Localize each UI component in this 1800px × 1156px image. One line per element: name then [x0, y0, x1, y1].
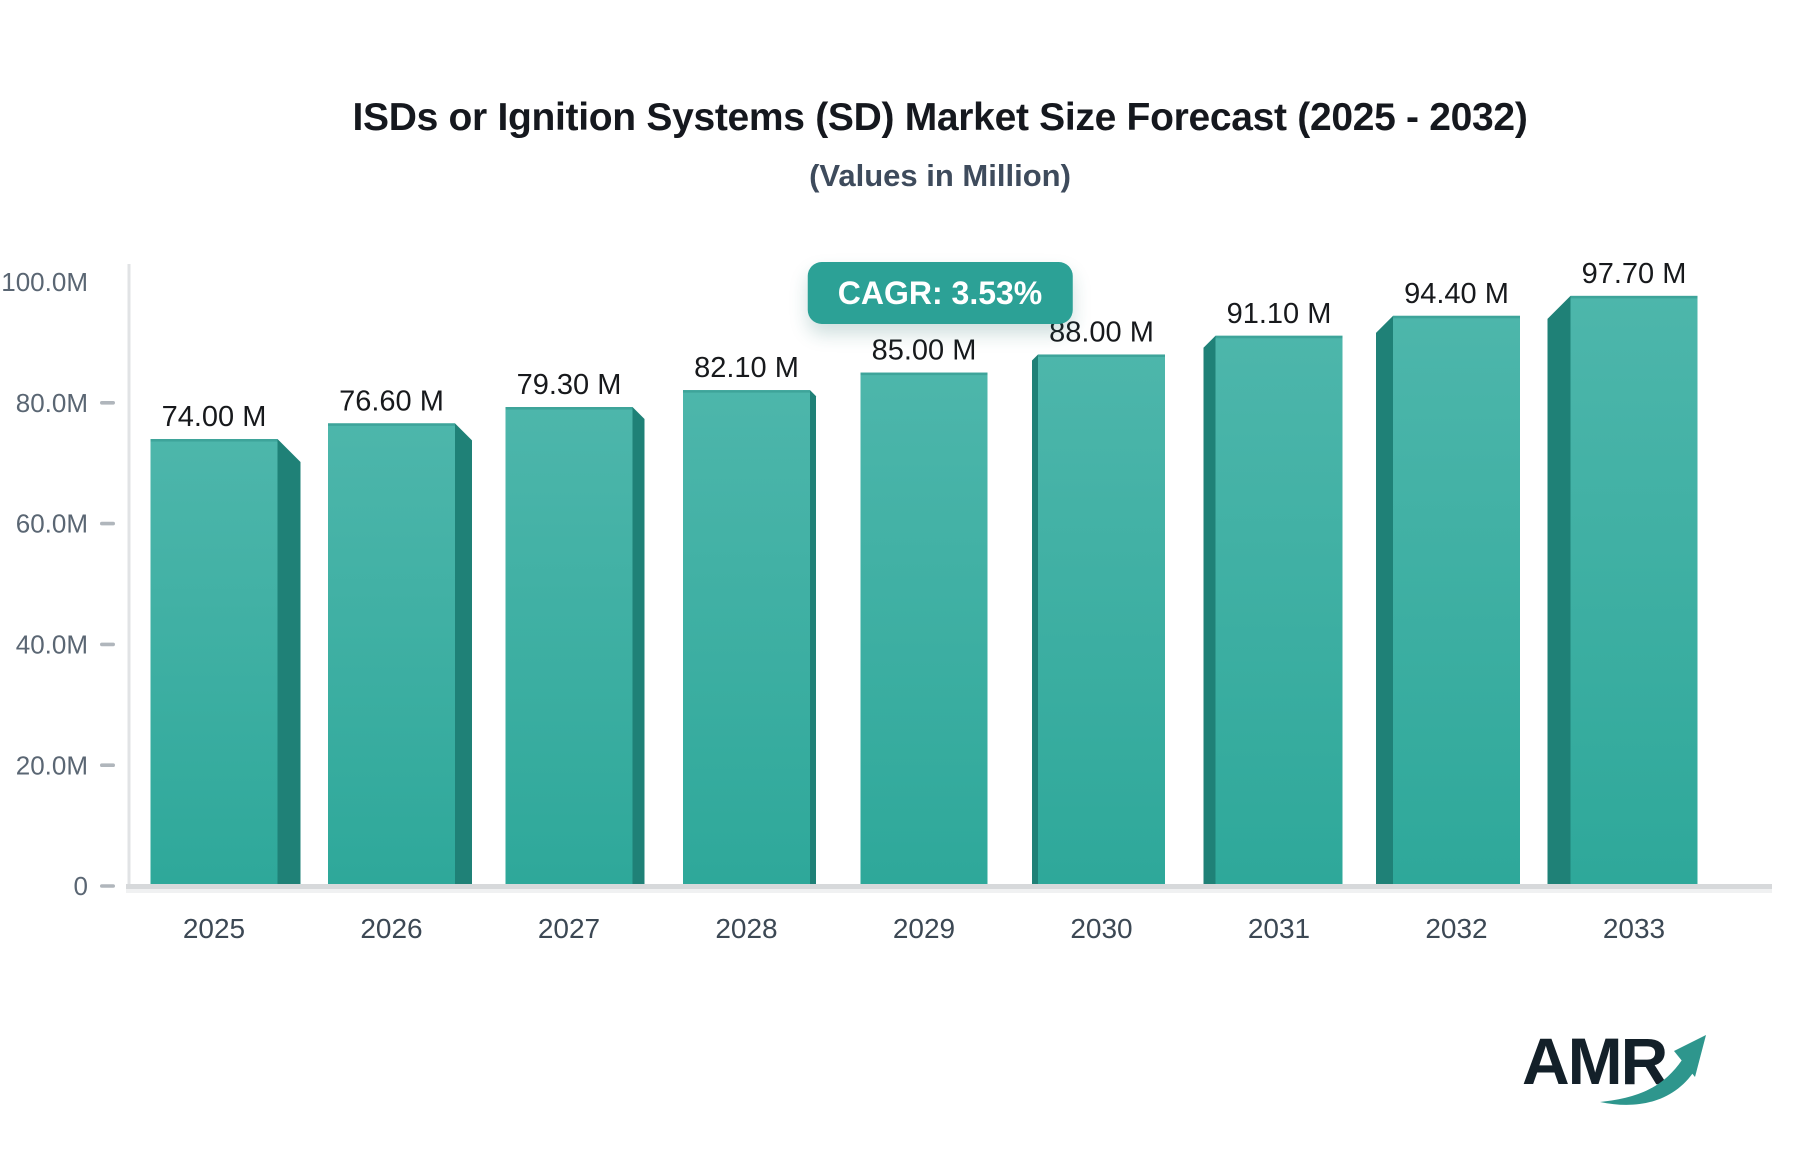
x-axis-label: 2029	[893, 913, 955, 944]
bar-front-face	[683, 390, 810, 886]
x-axis-label: 2031	[1248, 913, 1310, 944]
bar-front-face	[505, 407, 633, 886]
bar-value-label: 91.10 M	[1227, 298, 1332, 330]
bar-side-face	[632, 407, 645, 886]
y-tick-label: 20.0M	[16, 750, 88, 780]
y-tick-label: 40.0M	[16, 630, 88, 660]
x-axis-line-shadow	[126, 889, 1772, 893]
bar-group-2026: 76.60 M	[328, 385, 472, 886]
y-tick-mark	[100, 763, 115, 767]
cagr-badge: CAGR: 3.53%	[807, 262, 1073, 324]
bar-side-face	[1376, 315, 1393, 887]
bar-front-face	[1038, 354, 1165, 887]
y-tick-mark	[100, 521, 115, 526]
bar-front-face	[1215, 335, 1343, 887]
x-axis-label: 2033	[1603, 913, 1665, 944]
chart-title: ISDs or Ignition Systems (SD) Market Siz…	[352, 96, 1528, 139]
y-tick-label: 100.0M	[1, 267, 88, 297]
bar-top-edge	[683, 390, 810, 393]
x-axis-label: 2025	[183, 913, 245, 944]
bar-front-face	[1570, 295, 1698, 887]
bar-side-face	[277, 439, 301, 886]
bar-group-2027: 79.30 M	[505, 369, 645, 886]
x-axis-label: 2026	[360, 913, 422, 944]
y-tick-label: 80.0M	[16, 388, 88, 418]
bar-value-label: 94.40 M	[1404, 278, 1509, 310]
bar-value-label: 82.10 M	[694, 352, 799, 384]
bar-top-edge	[1393, 315, 1520, 319]
amr-logo-text: AMR	[1522, 1024, 1668, 1098]
bar-side-face	[1203, 335, 1216, 887]
bar-value-label: 79.30 M	[517, 369, 622, 401]
bar-top-edge	[328, 423, 455, 426]
x-axis-label: 2030	[1070, 913, 1132, 944]
bar-group-2028: 82.10 M	[683, 352, 816, 886]
bar-front-face	[860, 372, 988, 887]
trending-up-arrow-icon	[1600, 1035, 1706, 1105]
y-tick-label: 0	[74, 871, 88, 901]
bar-value-label: 88.00 M	[1049, 316, 1154, 348]
bar-value-label: 74.00 M	[162, 401, 267, 433]
bar-group-2029: 85.00 M	[860, 335, 988, 887]
bar-value-label: 97.70 M	[1582, 258, 1687, 290]
y-tick-mark	[100, 884, 115, 888]
bar-group-2025: 74.00 M	[150, 401, 301, 886]
bar-group-2030: 88.00 M	[1032, 316, 1165, 887]
chart-subtitle: (Values in Million)	[809, 158, 1071, 193]
bar-front-face	[328, 423, 455, 886]
amr-logo: AMR	[1522, 1028, 1792, 1140]
bar-top-edge	[1215, 335, 1343, 339]
bar-top-edge	[505, 407, 633, 410]
bar-top-edge	[860, 372, 988, 376]
bar-side-face	[810, 390, 816, 886]
bar-group-2033: 97.70 M	[1547, 258, 1698, 887]
bar-top-edge	[150, 439, 278, 442]
y-tick-mark	[100, 642, 115, 647]
x-axis-label: 2027	[538, 913, 600, 944]
bar-front-face	[150, 439, 278, 886]
bar-group-2031: 91.10 M	[1203, 298, 1343, 887]
x-axis-label: 2028	[715, 913, 777, 944]
y-tick-mark	[100, 401, 115, 405]
bar-group-2032: 94.40 M	[1376, 278, 1520, 887]
bar-side-face	[1032, 354, 1038, 887]
bar-side-face	[455, 423, 472, 886]
bar-top-edge	[1038, 354, 1165, 357]
bar-side-face	[1547, 295, 1571, 887]
y-axis-line	[127, 264, 131, 886]
bar-front-face	[1393, 315, 1520, 887]
bar-top-edge	[1570, 295, 1698, 299]
bar-value-label: 85.00 M	[872, 335, 977, 367]
x-axis-label: 2032	[1425, 913, 1487, 944]
y-tick-label: 60.0M	[16, 509, 88, 539]
x-axis-line	[126, 884, 1772, 889]
bar-value-label: 76.60 M	[339, 385, 444, 417]
chart-header: ISDs or Ignition Systems (SD) Market Siz…	[40, 96, 1800, 194]
